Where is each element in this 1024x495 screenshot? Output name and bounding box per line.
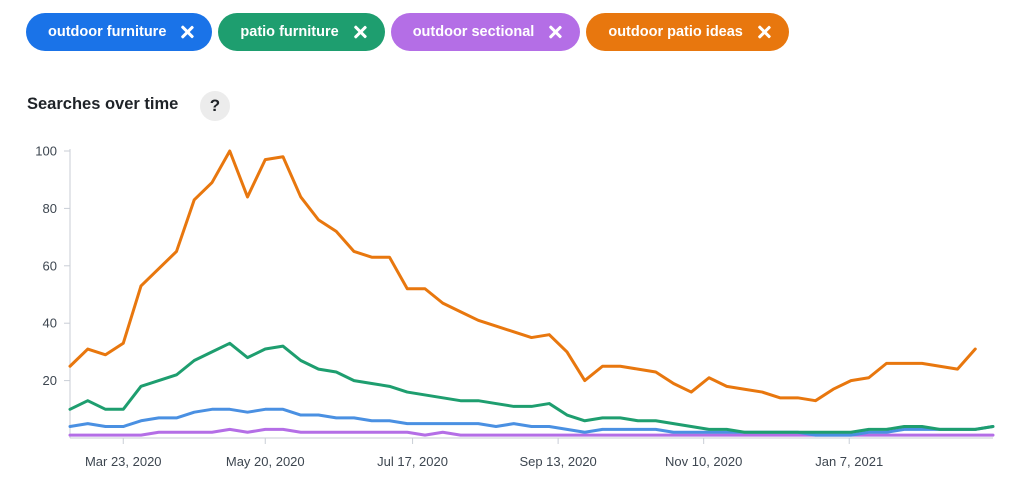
search-term-filters: outdoor furniture patio furniture outdoo… (26, 13, 789, 51)
chart-series (68, 149, 995, 437)
filter-chip-label: outdoor patio ideas (608, 24, 743, 40)
filter-chip-outdoor-sectional[interactable]: outdoor sectional (390, 13, 581, 51)
y-tick-label: 80 (43, 201, 57, 216)
x-tick-label: Jan 7, 2021 (815, 454, 883, 469)
series-line-patio-furniture (68, 341, 995, 434)
x-tick-label: May 20, 2020 (226, 454, 305, 469)
series-line-outdoor-patio-ideas (68, 149, 977, 403)
y-tick-label: 20 (43, 373, 57, 388)
chart-axes: 20 40 60 80 100 Mar 23, 2020 May 20, 2020 Jul 1… (35, 144, 993, 469)
filter-chip-label: outdoor furniture (48, 24, 167, 40)
filter-chip-label: patio furniture (240, 24, 339, 40)
y-tick-label: 60 (43, 258, 57, 273)
x-tick-label: Jul 17, 2020 (377, 454, 448, 469)
y-tick-label: 40 (43, 316, 57, 331)
filter-chip-patio-furniture[interactable]: patio furniture (218, 13, 385, 51)
filter-chip-outdoor-patio-ideas[interactable]: outdoor patio ideas (586, 13, 789, 51)
filter-chip-outdoor-furniture[interactable]: outdoor furniture (26, 13, 213, 51)
series-line-outdoor-furniture (68, 407, 995, 437)
help-icon[interactable]: ? (200, 91, 230, 121)
x-tick-label: Mar 23, 2020 (85, 454, 162, 469)
x-tick-label: Sep 13, 2020 (519, 454, 596, 469)
y-tick-label: 100 (35, 144, 57, 159)
filter-chip-label: outdoor sectional (412, 24, 535, 40)
x-tick-label: Nov 10, 2020 (665, 454, 742, 469)
section-title: Searches over time (27, 95, 179, 113)
